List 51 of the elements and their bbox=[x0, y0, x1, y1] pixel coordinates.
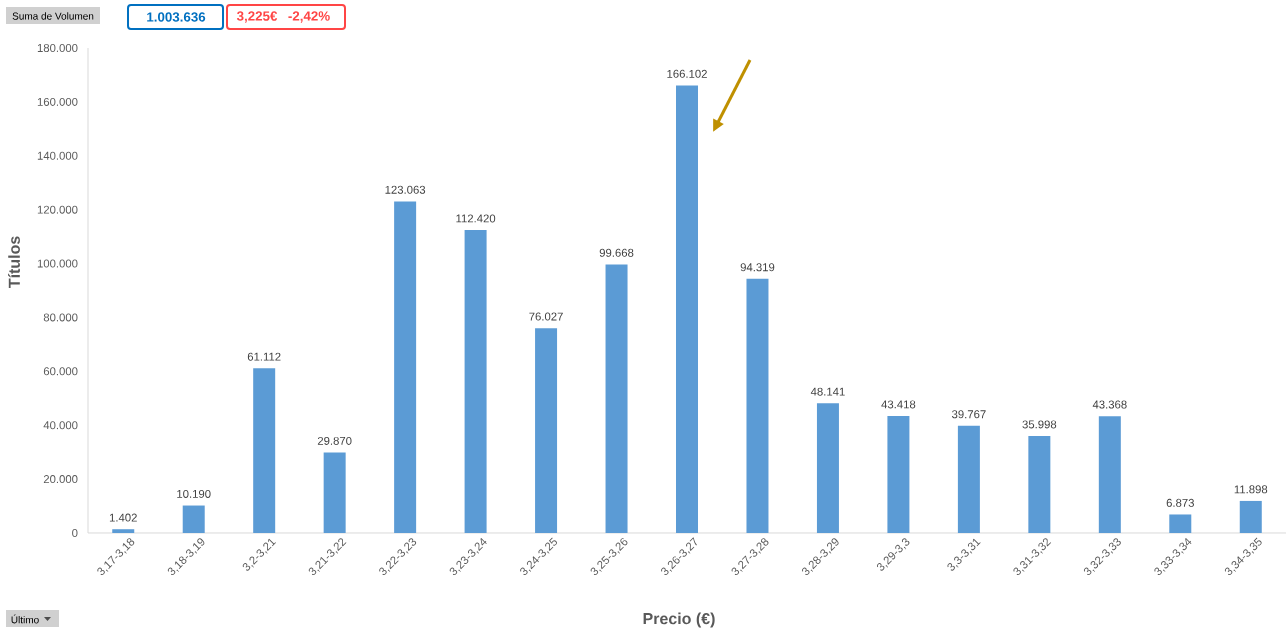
bar bbox=[1239, 500, 1262, 533]
text: Último bbox=[11, 614, 39, 624]
text: 1.003.636 bbox=[147, 12, 206, 22]
y-tick-label: 120.000 bbox=[37, 205, 78, 214]
bar bbox=[605, 264, 628, 533]
data-label: 6.873 bbox=[1166, 498, 1194, 507]
data-label: 10.190 bbox=[177, 489, 211, 498]
bar bbox=[535, 328, 558, 533]
data-label: 43.418 bbox=[881, 400, 916, 409]
text: Suma de Volumen bbox=[12, 12, 94, 20]
y-axis-title: Títulos bbox=[8, 236, 20, 289]
y-tick-label: 60.000 bbox=[43, 367, 78, 376]
bar bbox=[746, 278, 769, 533]
y-tick-label: 40.000 bbox=[43, 421, 78, 430]
y-tick-label: 80.000 bbox=[43, 313, 78, 322]
data-label: 11.898 bbox=[1234, 485, 1268, 494]
data-label: 76.027 bbox=[529, 312, 563, 321]
bar bbox=[182, 505, 205, 533]
data-label: 35.998 bbox=[1022, 420, 1057, 429]
y-tick-label: 160.000 bbox=[37, 97, 78, 106]
data-label: 94.319 bbox=[740, 263, 775, 272]
y-tick-label: 20.000 bbox=[43, 475, 78, 484]
bar bbox=[887, 416, 910, 533]
bar bbox=[1028, 435, 1051, 533]
data-label: 48.141 bbox=[810, 387, 845, 396]
bar bbox=[323, 452, 346, 533]
y-tick-label: 180.000 bbox=[37, 43, 78, 52]
data-label: 112.420 bbox=[456, 214, 496, 223]
y-tick-label: 100.000 bbox=[37, 259, 78, 268]
data-label: 1.402 bbox=[109, 513, 137, 522]
bar bbox=[1169, 514, 1192, 533]
data-label: 43.368 bbox=[1092, 400, 1127, 409]
y-tick-label: 140.000 bbox=[37, 151, 78, 160]
data-label: 39.767 bbox=[951, 410, 986, 419]
bar bbox=[464, 230, 487, 533]
data-label: 99.668 bbox=[599, 248, 634, 257]
bar bbox=[816, 403, 839, 533]
bar bbox=[676, 85, 699, 533]
bar bbox=[957, 425, 980, 533]
y-tick-label: 0 bbox=[72, 528, 78, 537]
data-label: 61.112 bbox=[247, 352, 281, 361]
data-label: 166.102 bbox=[667, 69, 707, 78]
text: 3,225€ bbox=[236, 11, 278, 23]
data-label: 29.870 bbox=[317, 436, 352, 445]
text: -2,42% bbox=[288, 11, 330, 23]
x-axis-title: Precio (€) bbox=[643, 612, 715, 628]
bar bbox=[253, 368, 276, 533]
bar bbox=[1098, 416, 1121, 533]
bar bbox=[112, 529, 135, 533]
data-label: 123.063 bbox=[385, 185, 426, 194]
bar bbox=[394, 201, 417, 533]
